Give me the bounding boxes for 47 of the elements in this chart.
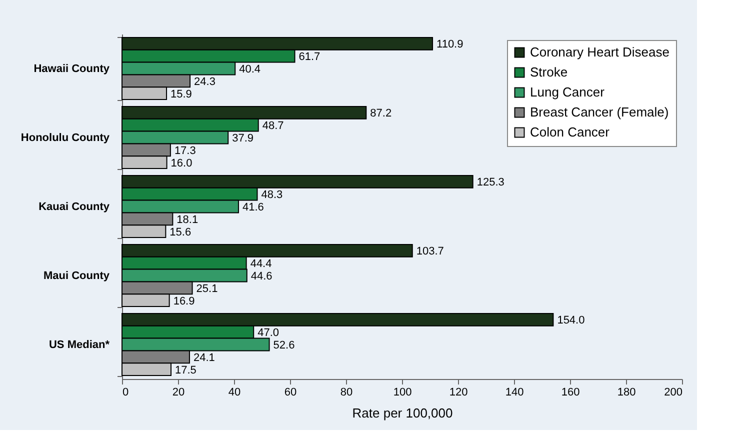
data-label: 52.6 <box>273 340 295 352</box>
data-label: 87.2 <box>370 108 392 120</box>
legend-label: Stroke <box>530 64 568 80</box>
y-tick-label: US Median* <box>48 339 110 351</box>
data-label: 48.3 <box>261 189 283 202</box>
data-label: 44.4 <box>250 258 272 270</box>
data-label: 15.6 <box>170 226 192 238</box>
y-tick-label: Hawaii County <box>34 63 110 75</box>
data-label: 24.1 <box>193 352 215 364</box>
data-label: 47.0 <box>258 327 280 340</box>
x-tick-label: 100 <box>393 386 412 398</box>
x-tick-label: 40 <box>228 386 241 398</box>
x-tick-label: 20 <box>172 386 185 398</box>
x-tick-label: 120 <box>449 386 468 398</box>
x-tick-label: 60 <box>284 386 297 398</box>
data-label: 110.9 <box>436 38 464 51</box>
legend-label: Colon Cancer <box>530 124 610 140</box>
data-label: 41.6 <box>242 202 264 214</box>
x-tick-label: 140 <box>505 386 524 398</box>
x-tick-label: 0 <box>122 386 129 398</box>
x-tick-label: 80 <box>340 386 353 398</box>
legend-label: Breast Cancer (Female) <box>530 104 669 120</box>
legend-label: Coronary Heart Disease <box>530 44 670 60</box>
data-label: 25.1 <box>196 282 218 295</box>
data-label: 37.9 <box>232 132 254 144</box>
data-label: 103.7 <box>416 246 444 258</box>
data-label: 16.0 <box>170 157 192 170</box>
data-label: 44.6 <box>250 270 272 282</box>
data-label: 48.7 <box>262 120 284 132</box>
y-tick-label: Kauai County <box>38 201 110 213</box>
data-label: 40.4 <box>239 64 261 76</box>
legend-label: Lung Cancer <box>530 84 606 100</box>
x-tick-label: 180 <box>617 386 636 398</box>
x-tick-label: 200 <box>664 386 682 398</box>
data-label: 24.3 <box>194 76 216 88</box>
data-label: 125.3 <box>476 176 504 189</box>
data-label: 16.9 <box>173 295 195 308</box>
x-axis-title: Rate per 100,000 <box>352 406 453 420</box>
y-tick-label: Maui County <box>44 270 110 282</box>
data-label: 15.9 <box>170 88 192 100</box>
data-label: 17.3 <box>174 144 196 157</box>
x-tick-label: 160 <box>561 386 580 398</box>
data-label: 18.1 <box>176 214 198 226</box>
data-label: 61.7 <box>298 51 320 64</box>
y-tick-label: Honolulu County <box>20 132 110 144</box>
data-label: 154.0 <box>557 314 585 327</box>
data-label: 17.5 <box>175 364 196 376</box>
